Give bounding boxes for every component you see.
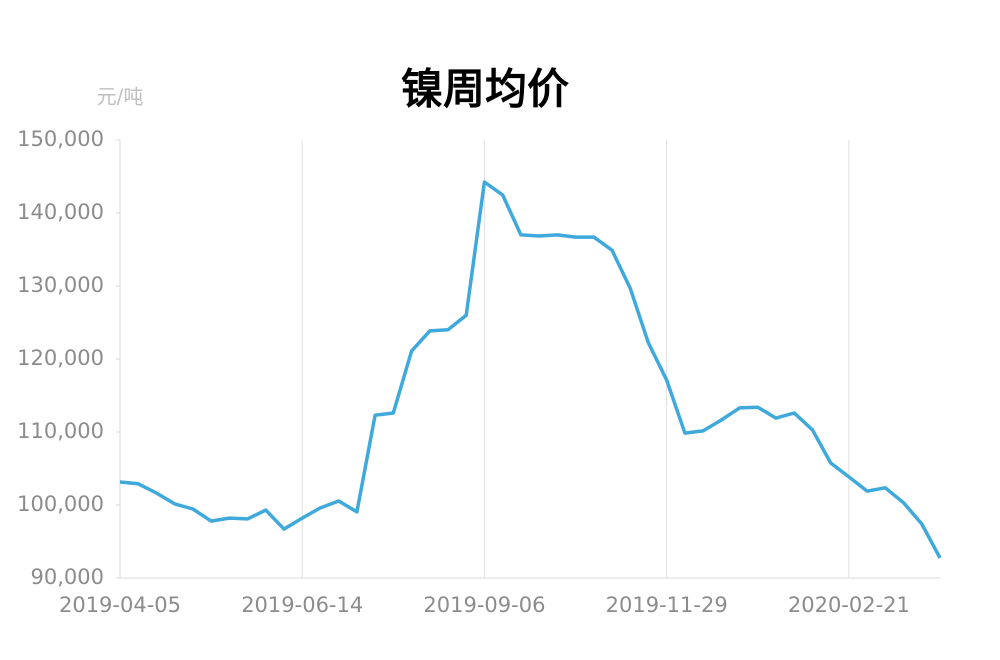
y-tick-label: 100,000	[17, 492, 104, 516]
y-tick-label: 110,000	[17, 419, 104, 443]
y-tick-label: 90,000	[31, 565, 104, 589]
y-tick-label: 150,000	[17, 127, 104, 151]
x-tick-label: 2020-02-21	[788, 593, 910, 617]
chart-title: 镍周均价	[401, 65, 569, 114]
y-tick-label: 120,000	[17, 346, 104, 370]
data-line	[119, 180, 942, 559]
y-axis-unit: 元/吨	[97, 85, 144, 109]
y-tick-label: 130,000	[17, 273, 104, 297]
x-tick-label: 2019-09-06	[423, 593, 545, 617]
x-tick-label: 2019-04-05	[59, 593, 181, 617]
y-tick-label: 140,000	[17, 200, 104, 224]
x-tick-label: 2019-06-14	[241, 593, 363, 617]
x-tick-label: 2019-11-29	[606, 593, 728, 617]
